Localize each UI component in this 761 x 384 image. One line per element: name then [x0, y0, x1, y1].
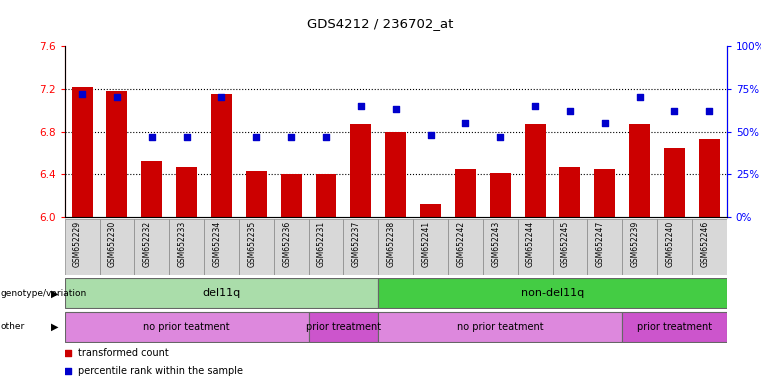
Text: GSM652236: GSM652236	[282, 220, 291, 267]
Bar	[211, 94, 232, 217]
Bar	[107, 91, 127, 217]
Point	[634, 94, 646, 101]
Bar	[274, 219, 309, 275]
Text: GSM652234: GSM652234	[212, 220, 221, 267]
Text: GSM652238: GSM652238	[387, 220, 396, 266]
Text: GSM652243: GSM652243	[492, 220, 500, 267]
Point	[390, 106, 402, 113]
Bar	[281, 174, 301, 217]
Bar	[343, 219, 378, 275]
Bar	[699, 139, 720, 217]
Text: GSM652244: GSM652244	[526, 220, 535, 267]
Point	[355, 103, 367, 109]
Bar	[629, 124, 650, 217]
Bar	[316, 174, 336, 217]
Bar	[100, 219, 135, 275]
Bar	[552, 219, 587, 275]
Point	[320, 134, 332, 140]
Point	[111, 94, 123, 101]
Text: prior treatment: prior treatment	[637, 322, 712, 332]
Text: percentile rank within the sample: percentile rank within the sample	[78, 366, 243, 376]
Bar	[72, 87, 93, 217]
Point	[76, 91, 88, 97]
Text: GSM652245: GSM652245	[561, 220, 570, 267]
Text: GSM652235: GSM652235	[247, 220, 256, 267]
Text: GSM652232: GSM652232	[143, 220, 151, 266]
Bar	[169, 219, 204, 275]
Text: no prior teatment: no prior teatment	[457, 322, 543, 332]
Point	[145, 134, 158, 140]
Point	[285, 134, 298, 140]
Point	[425, 132, 437, 138]
Text: GSM652240: GSM652240	[665, 220, 674, 267]
Bar	[657, 219, 692, 275]
Bar	[65, 278, 378, 308]
Bar	[65, 219, 100, 275]
Point	[215, 94, 228, 101]
Bar	[524, 124, 546, 217]
Text: GSM652231: GSM652231	[317, 220, 326, 266]
Bar	[309, 219, 343, 275]
Bar	[490, 173, 511, 217]
Text: prior treatment: prior treatment	[306, 322, 381, 332]
Point	[529, 103, 541, 109]
Bar	[177, 167, 197, 217]
Text: ▶: ▶	[51, 288, 59, 298]
Bar	[420, 204, 441, 217]
Bar	[559, 167, 581, 217]
Point	[62, 350, 74, 356]
Text: GSM652230: GSM652230	[108, 220, 117, 267]
Bar	[378, 278, 727, 308]
Bar	[378, 312, 622, 342]
Bar	[378, 219, 413, 275]
Bar	[664, 147, 685, 217]
Point	[460, 120, 472, 126]
Text: non-del11q: non-del11q	[521, 288, 584, 298]
Text: del11q: del11q	[202, 288, 240, 298]
Text: GSM652247: GSM652247	[596, 220, 605, 267]
Text: GSM652239: GSM652239	[631, 220, 640, 267]
Point	[494, 134, 506, 140]
Point	[703, 108, 715, 114]
Bar	[692, 219, 727, 275]
Text: GSM652229: GSM652229	[73, 220, 82, 266]
Bar	[239, 219, 274, 275]
Text: GSM652233: GSM652233	[177, 220, 186, 267]
Bar	[594, 169, 615, 217]
Bar	[413, 219, 448, 275]
Text: transformed count: transformed count	[78, 348, 169, 358]
Bar	[309, 312, 378, 342]
Text: GSM652246: GSM652246	[700, 220, 709, 267]
Bar	[246, 171, 267, 217]
Text: ▶: ▶	[51, 322, 59, 332]
Bar	[385, 131, 406, 217]
Bar	[142, 161, 162, 217]
Text: other: other	[1, 322, 25, 331]
Bar	[204, 219, 239, 275]
Point	[564, 108, 576, 114]
Text: GSM652242: GSM652242	[457, 220, 466, 266]
Bar	[482, 219, 517, 275]
Text: genotype/variation: genotype/variation	[1, 289, 87, 298]
Text: GSM652237: GSM652237	[352, 220, 361, 267]
Bar	[350, 124, 371, 217]
Point	[180, 134, 193, 140]
Point	[62, 368, 74, 374]
Point	[250, 134, 263, 140]
Text: no prior teatment: no prior teatment	[143, 322, 230, 332]
Bar	[622, 312, 727, 342]
Bar	[135, 219, 169, 275]
Bar	[587, 219, 622, 275]
Bar	[448, 219, 482, 275]
Bar	[622, 219, 657, 275]
Bar	[455, 169, 476, 217]
Bar	[65, 312, 309, 342]
Text: GSM652241: GSM652241	[422, 220, 431, 266]
Bar	[517, 219, 552, 275]
Point	[668, 108, 680, 114]
Text: GDS4212 / 236702_at: GDS4212 / 236702_at	[307, 17, 454, 30]
Point	[599, 120, 611, 126]
